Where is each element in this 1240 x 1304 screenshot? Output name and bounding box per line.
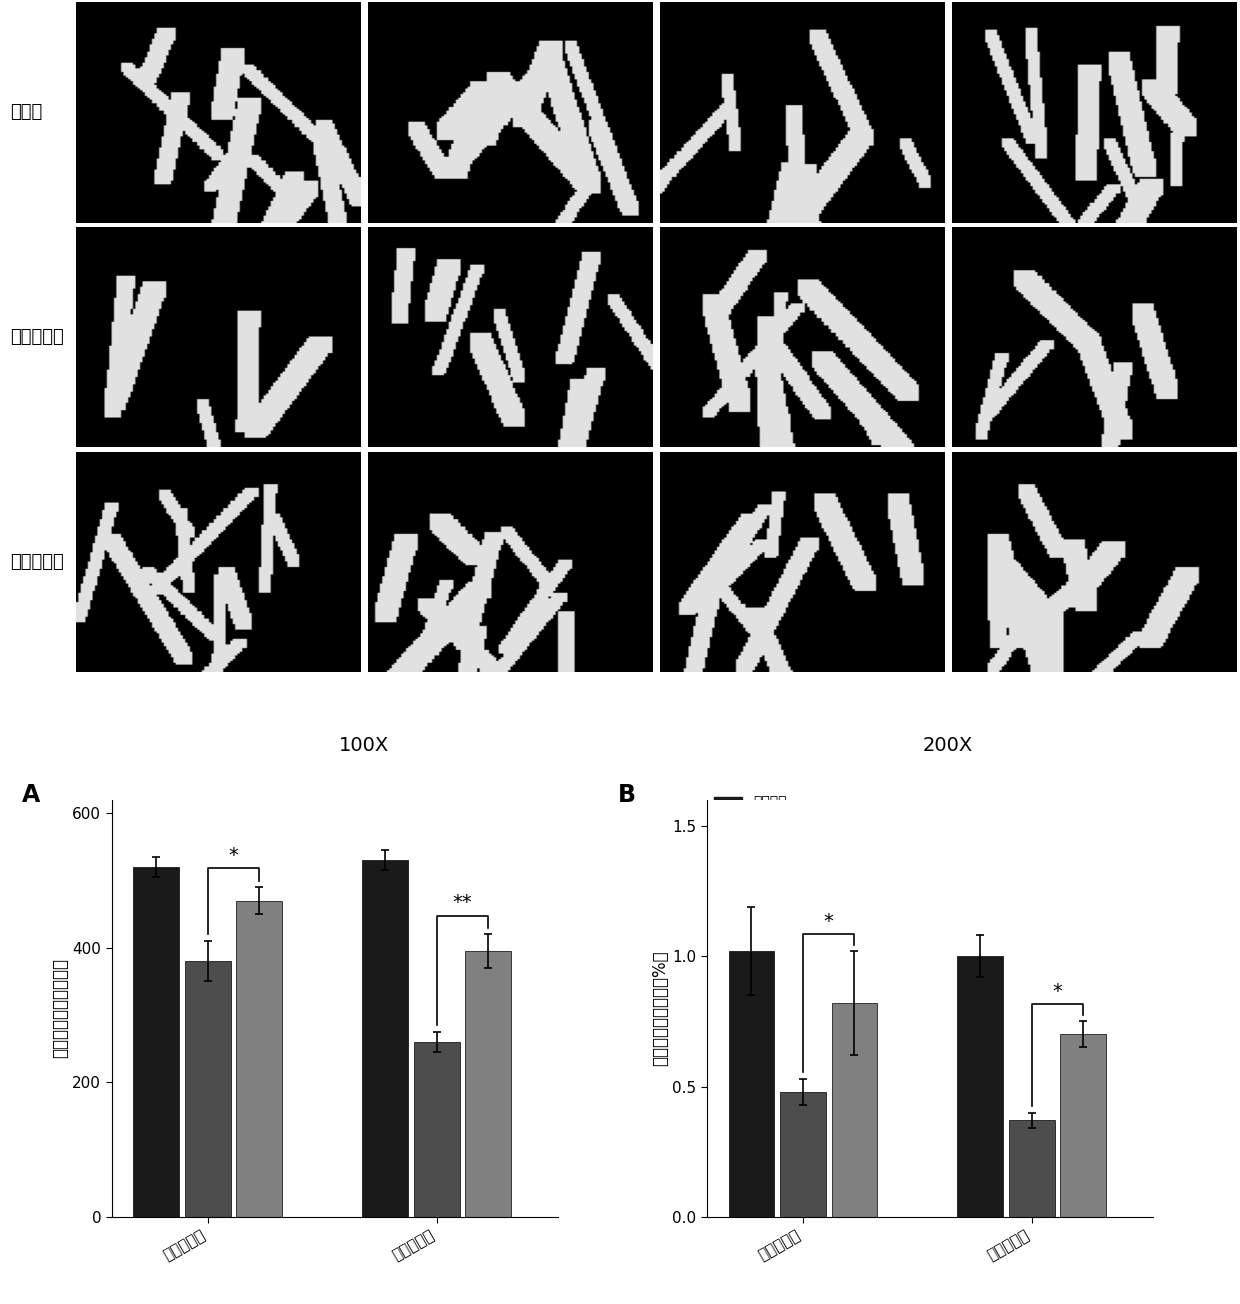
Bar <box>729 951 774 1217</box>
Text: 100X: 100X <box>339 735 389 755</box>
Bar <box>1009 1120 1055 1217</box>
Legend: 未照射组, 照射组, 照射+MBD组: 未照射组, 照射组, 照射+MBD组 <box>709 790 828 857</box>
Text: *: * <box>228 846 238 865</box>
Text: 100μm: 100μm <box>668 647 707 657</box>
Bar <box>465 951 511 1217</box>
Bar <box>957 956 1003 1217</box>
Bar <box>134 867 179 1217</box>
Bar <box>185 961 231 1217</box>
Text: 未照射: 未照射 <box>10 103 42 121</box>
Text: B: B <box>618 784 636 807</box>
Bar <box>1060 1034 1106 1217</box>
Text: *: * <box>823 911 833 931</box>
Bar <box>414 1042 460 1217</box>
Text: **: ** <box>453 893 472 913</box>
Y-axis label: 小肠绒毛长度（微米）: 小肠绒毛长度（微米） <box>51 958 69 1059</box>
Text: 照后第三天: 照后第三天 <box>10 553 63 571</box>
Text: 200μm: 200μm <box>84 647 124 657</box>
Bar <box>237 901 283 1217</box>
Text: 照射+MBD组: 照射+MBD组 <box>465 4 554 22</box>
Text: 照射+MBD组: 照射+MBD组 <box>1049 4 1138 22</box>
Text: A: A <box>22 784 41 807</box>
Text: 照射组: 照射组 <box>202 4 234 22</box>
Text: *: * <box>1053 982 1063 1001</box>
Bar <box>780 1091 826 1217</box>
Text: 照射组: 照射组 <box>786 4 818 22</box>
Bar <box>832 1003 878 1217</box>
Text: 200X: 200X <box>923 735 973 755</box>
Y-axis label: 小肠腔表面的比例（%）: 小肠腔表面的比例（%） <box>651 951 670 1067</box>
Bar <box>362 861 408 1217</box>
Text: 照后第一天: 照后第一天 <box>10 329 63 346</box>
